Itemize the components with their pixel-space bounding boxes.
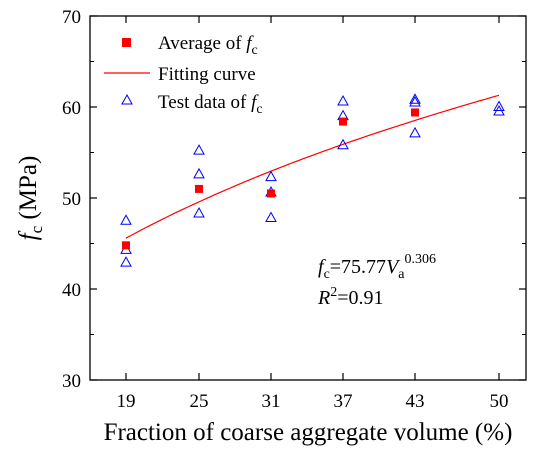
x-tick-label: 37 [334, 391, 353, 412]
test-data-point [409, 93, 421, 104]
plot-frame [89, 15, 527, 381]
fitting-curve-layer [125, 94, 500, 239]
legend-fit-label: Fitting curve [158, 64, 256, 85]
x-axis-label: Fraction of coarse aggregate volume (%) [104, 419, 513, 446]
x-tick-label: 43 [406, 391, 425, 412]
x-tick-label: 25 [190, 391, 209, 412]
y-tick-label: 50 [62, 189, 81, 210]
tick-labels: 19 25 31 37 43 50 30 40 50 60 70 [62, 7, 509, 412]
test-data-point [120, 214, 132, 225]
equation-annotation: fc=75.77Va0.306 [318, 252, 436, 282]
average-data-point [339, 117, 347, 126]
legend-test-label: Test data of fc [158, 92, 263, 117]
test-data-point [337, 95, 349, 106]
x-tick-label: 19 [117, 391, 136, 412]
y-tick-label: 30 [62, 371, 81, 392]
legend-average-marker [122, 38, 131, 47]
average-data-point [411, 108, 419, 117]
test-data-point [265, 170, 277, 182]
test-data-point [193, 206, 205, 218]
fitting-curve [125, 94, 500, 239]
average-data-point [122, 241, 130, 250]
test-data-point [493, 100, 505, 111]
test-data-point [337, 138, 349, 150]
average-data-point [195, 184, 203, 193]
y-tick-label: 40 [62, 280, 81, 301]
test-data-point [409, 126, 421, 138]
test-data-point [265, 211, 277, 223]
y-axis-label-var: f [15, 230, 42, 240]
test-data-point [120, 256, 132, 267]
y-axis-label-sub: c [27, 225, 46, 233]
test-data-point [193, 144, 205, 155]
x-tick-label: 31 [262, 391, 281, 412]
y-tick-label: 60 [62, 98, 81, 119]
test-data-point [409, 95, 421, 107]
x-tick-label: 50 [490, 391, 509, 412]
y-axis-label-unit: (MPa) [15, 156, 42, 226]
r-squared-annotation: R2=0.91 [317, 285, 384, 309]
legend-test-marker [121, 93, 133, 105]
ticks [90, 15, 526, 381]
y-tick-label: 70 [62, 7, 81, 28]
test-data-point [493, 105, 505, 116]
legend-average-label: Average of fc [158, 33, 258, 58]
data-points-layer [120, 93, 505, 267]
test-data-point [193, 167, 205, 179]
y-axis-label: fc (MPa) [15, 156, 46, 241]
average-data-point [267, 189, 275, 198]
legend: Average of fc Fitting curve Test data of… [104, 33, 263, 117]
